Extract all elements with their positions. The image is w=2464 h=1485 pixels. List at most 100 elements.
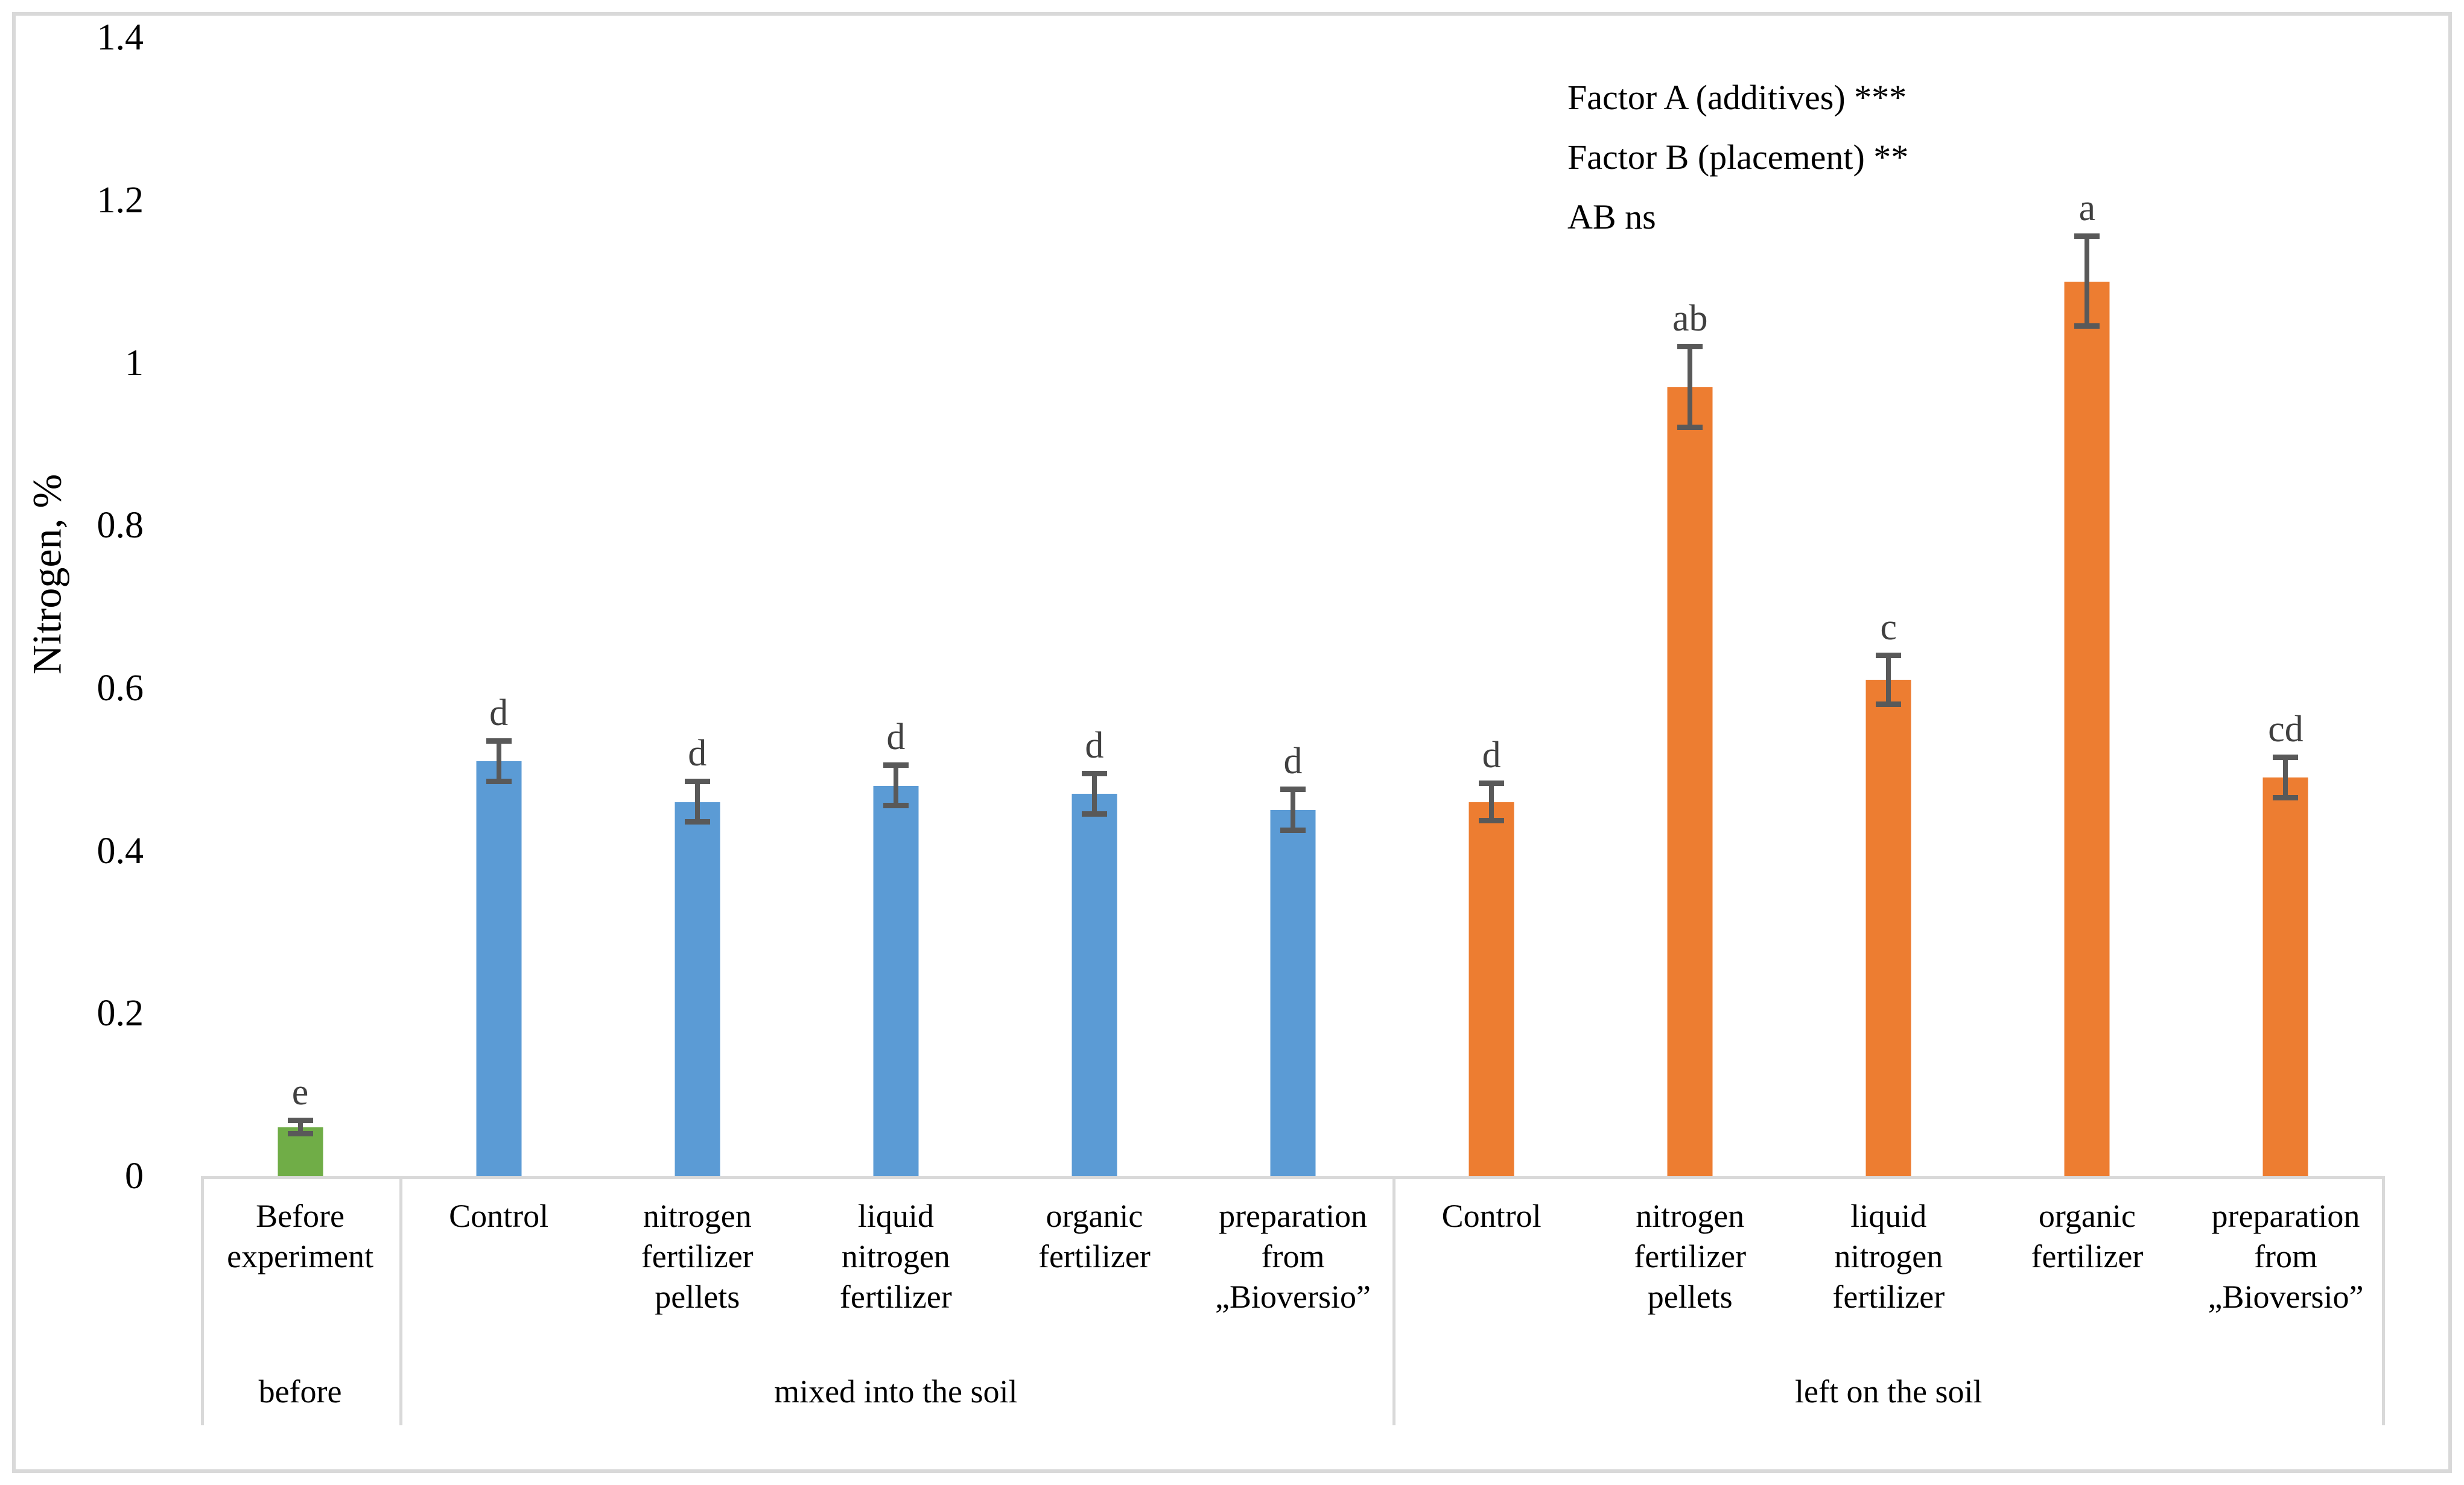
- data-bar: [1469, 802, 1514, 1176]
- category-label: nitrogen fertilizer pellets: [641, 1198, 754, 1315]
- annotation-line-factor-a: Factor A (additives) ***: [1567, 78, 1907, 117]
- error-bar-cap-bottom: [1677, 425, 1703, 431]
- error-bar-cap-top: [684, 778, 710, 784]
- annotation-line-factor-b: Factor B (placement) **: [1567, 138, 1909, 177]
- y-tick-label: 0.6: [97, 667, 144, 709]
- significance-letter: d: [1283, 741, 1303, 782]
- error-bar: [694, 781, 700, 823]
- category-label: nitrogen fertilizer pellets: [1634, 1198, 1747, 1315]
- bar-slot: d: [598, 0, 796, 1176]
- error-bar-cap-bottom: [486, 778, 512, 784]
- plot-area: e d d d d d d ab c a cd: [201, 0, 2385, 1176]
- error-bar: [496, 741, 501, 782]
- bar-slot: d: [995, 0, 1193, 1176]
- error-bar-cap-top: [287, 1118, 313, 1124]
- data-bar: [2064, 281, 2110, 1176]
- error-bar-cap-bottom: [287, 1130, 313, 1136]
- error-bar-cap-top: [1081, 770, 1107, 776]
- table-divider: [399, 1179, 403, 1425]
- anova-annotation: Factor A (additives) *** Factor B (place…: [1567, 68, 1908, 247]
- error-bar-cap-bottom: [883, 803, 909, 809]
- y-tick-label: 1: [125, 342, 144, 384]
- data-bar: [1865, 680, 1911, 1176]
- y-tick-label: 1.2: [97, 179, 144, 221]
- error-bar: [1091, 773, 1097, 814]
- x-axis-table: Before experiment Control nitrogen fertili…: [201, 1176, 2385, 1425]
- bar-slot: e: [201, 0, 399, 1176]
- category-label: liquid nitrogen fertilizer: [839, 1198, 952, 1315]
- error-bar-cap-top: [2273, 754, 2299, 760]
- error-bar-cap-bottom: [1876, 701, 1902, 707]
- category-label: preparation from „Bioversio”: [2208, 1198, 2364, 1315]
- significance-letter: d: [1482, 734, 1501, 776]
- category-label: Before experiment: [227, 1198, 373, 1274]
- significance-letter: cd: [2268, 708, 2304, 750]
- category-label: Control: [449, 1198, 549, 1234]
- category-label: organic fertilizer: [1038, 1198, 1151, 1274]
- error-bar-cap-bottom: [684, 819, 710, 825]
- table-divider: [201, 1179, 204, 1425]
- y-tick-label: 0.4: [97, 830, 144, 872]
- bar-slot: cd: [2186, 0, 2385, 1176]
- category-label: organic fertilizer: [2031, 1198, 2144, 1274]
- error-bar-cap-top: [883, 762, 909, 768]
- error-bar-cap-bottom: [1280, 827, 1306, 833]
- error-bar-cap-top: [1280, 787, 1306, 793]
- error-bar-cap-top: [1876, 652, 1902, 658]
- data-bar: [675, 802, 720, 1176]
- bar-slot: d: [1392, 0, 1591, 1176]
- error-bar: [1886, 655, 1891, 705]
- data-bar: [476, 761, 522, 1176]
- significance-letter: a: [2078, 188, 2096, 229]
- data-bar: [2262, 777, 2308, 1176]
- error-bar-cap-bottom: [1081, 811, 1107, 817]
- category-label: preparation from „Bioversio”: [1215, 1198, 1371, 1315]
- data-bar: [1270, 810, 1316, 1176]
- error-bar-cap-bottom: [2273, 794, 2299, 800]
- bar-slot: d: [796, 0, 995, 1176]
- significance-letter: d: [688, 732, 707, 774]
- error-bar-cap-bottom: [2074, 323, 2100, 329]
- data-bar: [1072, 794, 1117, 1176]
- category-label: liquid nitrogen fertilizer: [1832, 1198, 1945, 1315]
- y-tick-label: 0: [125, 1156, 144, 1197]
- annotation-line-interaction: AB ns: [1567, 197, 1656, 236]
- bar-slot: a: [1988, 0, 2186, 1176]
- group-label-row: before mixed into the soil left on the soi…: [201, 1373, 2385, 1410]
- data-bar: [873, 785, 919, 1176]
- table-divider: [1392, 1179, 1396, 1425]
- error-bar: [2283, 757, 2288, 798]
- group-label: left on the soil: [1795, 1373, 1983, 1410]
- y-tick-label: 0.8: [97, 505, 144, 546]
- error-bar: [297, 1121, 303, 1134]
- group-label: mixed into the soil: [774, 1373, 1018, 1410]
- bar-slot: ab: [1591, 0, 1789, 1176]
- error-bar-cap-top: [2074, 233, 2100, 239]
- error-bar-cap-top: [1677, 343, 1703, 349]
- group-label: before: [258, 1373, 342, 1410]
- category-label-row: Before experiment Control nitrogen fertili…: [201, 1179, 2385, 1317]
- bar-slot: d: [1193, 0, 1392, 1176]
- significance-letter: d: [1085, 724, 1104, 766]
- significance-letter: c: [1880, 606, 1897, 648]
- significance-letter: d: [489, 692, 509, 733]
- bar-slot: c: [1789, 0, 1988, 1176]
- error-bar: [1291, 790, 1296, 831]
- table-divider: [2382, 1179, 2385, 1425]
- error-bar: [893, 765, 898, 806]
- error-bar-cap-top: [1479, 780, 1505, 786]
- significance-letter: ab: [1672, 297, 1708, 339]
- y-tick-label: 1.4: [97, 17, 144, 59]
- error-bar: [2085, 236, 2090, 326]
- error-bar-cap-bottom: [1479, 817, 1505, 823]
- error-bar-cap-top: [486, 738, 512, 744]
- error-bar: [1688, 346, 1693, 428]
- bar-slot: d: [399, 0, 598, 1176]
- y-tick-label: 0.2: [97, 993, 144, 1034]
- y-axis-title: Nitrogen, %: [24, 473, 70, 675]
- data-bar: [1667, 387, 1713, 1176]
- significance-letter: d: [886, 717, 906, 758]
- significance-letter: e: [291, 1072, 309, 1113]
- category-label: Control: [1441, 1198, 1542, 1234]
